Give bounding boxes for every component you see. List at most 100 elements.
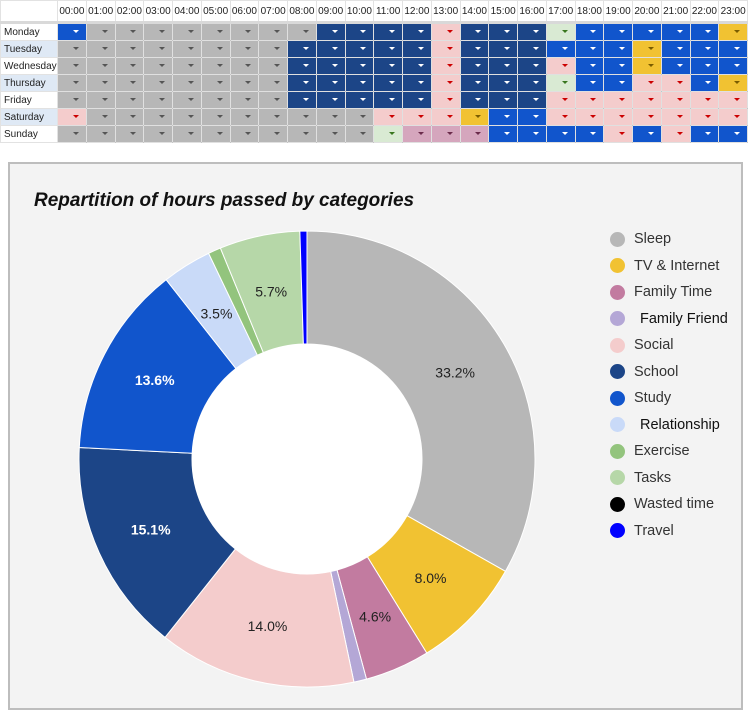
dropdown-arrow-icon[interactable] (130, 98, 137, 101)
category-dropdown-cell[interactable] (287, 91, 317, 109)
category-dropdown-cell[interactable] (603, 22, 633, 41)
dropdown-arrow-icon[interactable] (302, 64, 309, 67)
dropdown-arrow-icon[interactable] (504, 47, 510, 50)
category-dropdown-cell[interactable] (172, 108, 202, 126)
dropdown-arrow-icon[interactable] (446, 47, 453, 50)
dropdown-arrow-icon[interactable] (532, 64, 539, 67)
dropdown-arrow-icon[interactable] (331, 98, 338, 101)
dropdown-arrow-icon[interactable] (216, 81, 223, 84)
category-dropdown-cell[interactable] (143, 91, 173, 109)
category-dropdown-cell[interactable] (660, 108, 691, 126)
dropdown-arrow-icon[interactable] (561, 64, 568, 67)
dropdown-arrow-icon[interactable] (417, 132, 424, 135)
legend-item[interactable]: Tasks (610, 465, 728, 492)
dropdown-arrow-icon[interactable] (561, 81, 568, 84)
category-dropdown-cell[interactable] (603, 125, 633, 143)
dropdown-arrow-icon[interactable] (389, 98, 395, 101)
dropdown-arrow-icon[interactable] (561, 30, 568, 33)
dropdown-arrow-icon[interactable] (504, 30, 510, 33)
category-dropdown-cell[interactable] (287, 74, 317, 92)
category-dropdown-cell[interactable] (430, 108, 461, 126)
dropdown-arrow-icon[interactable] (676, 30, 683, 33)
category-dropdown-cell[interactable] (344, 57, 375, 75)
category-dropdown-cell[interactable] (200, 74, 231, 92)
dropdown-arrow-icon[interactable] (705, 115, 712, 118)
dropdown-arrow-icon[interactable] (101, 115, 108, 118)
dropdown-arrow-icon[interactable] (705, 64, 712, 67)
dropdown-arrow-icon[interactable] (216, 98, 223, 101)
category-dropdown-cell[interactable] (172, 22, 202, 41)
dropdown-arrow-icon[interactable] (101, 30, 108, 33)
category-dropdown-cell[interactable] (229, 22, 260, 41)
category-dropdown-cell[interactable] (229, 125, 260, 143)
category-dropdown-cell[interactable] (574, 57, 605, 75)
dropdown-arrow-icon[interactable] (389, 64, 395, 67)
dropdown-arrow-icon[interactable] (647, 64, 654, 67)
category-dropdown-cell[interactable] (258, 22, 288, 41)
dropdown-arrow-icon[interactable] (619, 81, 625, 84)
dropdown-arrow-icon[interactable] (389, 81, 395, 84)
dropdown-arrow-icon[interactable] (504, 98, 510, 101)
category-dropdown-cell[interactable] (200, 108, 231, 126)
category-dropdown-cell[interactable] (172, 91, 202, 109)
category-dropdown-cell[interactable] (689, 91, 720, 109)
dropdown-arrow-icon[interactable] (561, 47, 568, 50)
category-dropdown-cell[interactable] (344, 91, 375, 109)
category-dropdown-cell[interactable] (517, 40, 547, 58)
category-dropdown-cell[interactable] (315, 91, 346, 109)
category-dropdown-cell[interactable] (632, 91, 662, 109)
category-dropdown-cell[interactable] (57, 40, 87, 58)
dropdown-arrow-icon[interactable] (590, 30, 597, 33)
category-dropdown-cell[interactable] (459, 57, 490, 75)
dropdown-arrow-icon[interactable] (130, 64, 137, 67)
dropdown-arrow-icon[interactable] (647, 30, 654, 33)
dropdown-arrow-icon[interactable] (619, 98, 625, 101)
dropdown-arrow-icon[interactable] (159, 30, 165, 33)
dropdown-arrow-icon[interactable] (446, 64, 453, 67)
dropdown-arrow-icon[interactable] (130, 81, 137, 84)
dropdown-arrow-icon[interactable] (446, 115, 453, 118)
legend-item[interactable]: Exercise (610, 438, 728, 465)
dropdown-arrow-icon[interactable] (360, 132, 367, 135)
category-dropdown-cell[interactable] (172, 57, 202, 75)
category-dropdown-cell[interactable] (344, 74, 375, 92)
dropdown-arrow-icon[interactable] (274, 30, 280, 33)
category-dropdown-cell[interactable] (57, 91, 87, 109)
category-dropdown-cell[interactable] (172, 40, 202, 58)
category-dropdown-cell[interactable] (344, 125, 375, 143)
dropdown-arrow-icon[interactable] (72, 132, 79, 135)
dropdown-arrow-icon[interactable] (504, 115, 510, 118)
category-dropdown-cell[interactable] (517, 57, 547, 75)
category-dropdown-cell[interactable] (85, 40, 116, 58)
category-dropdown-cell[interactable] (718, 57, 748, 75)
category-dropdown-cell[interactable] (574, 125, 605, 143)
dropdown-arrow-icon[interactable] (676, 47, 683, 50)
category-dropdown-cell[interactable] (632, 57, 662, 75)
legend-item[interactable]: Social (610, 332, 728, 359)
dropdown-arrow-icon[interactable] (331, 47, 338, 50)
category-dropdown-cell[interactable] (85, 108, 116, 126)
category-dropdown-cell[interactable] (344, 108, 375, 126)
category-dropdown-cell[interactable] (603, 40, 633, 58)
category-dropdown-cell[interactable] (660, 125, 691, 143)
category-dropdown-cell[interactable] (258, 57, 288, 75)
category-dropdown-cell[interactable] (287, 125, 317, 143)
dropdown-arrow-icon[interactable] (619, 115, 625, 118)
dropdown-arrow-icon[interactable] (101, 47, 108, 50)
category-dropdown-cell[interactable] (517, 74, 547, 92)
category-dropdown-cell[interactable] (660, 40, 691, 58)
dropdown-arrow-icon[interactable] (72, 115, 79, 118)
dropdown-arrow-icon[interactable] (302, 98, 309, 101)
category-dropdown-cell[interactable] (258, 40, 288, 58)
category-dropdown-cell[interactable] (402, 125, 432, 143)
dropdown-arrow-icon[interactable] (216, 47, 223, 50)
dropdown-arrow-icon[interactable] (245, 115, 252, 118)
legend-item[interactable]: Family Friend (610, 306, 728, 333)
dropdown-arrow-icon[interactable] (360, 98, 367, 101)
category-dropdown-cell[interactable] (603, 74, 633, 92)
dropdown-arrow-icon[interactable] (331, 115, 338, 118)
dropdown-arrow-icon[interactable] (417, 81, 424, 84)
category-dropdown-cell[interactable] (200, 40, 231, 58)
dropdown-arrow-icon[interactable] (274, 115, 280, 118)
category-dropdown-cell[interactable] (200, 125, 231, 143)
